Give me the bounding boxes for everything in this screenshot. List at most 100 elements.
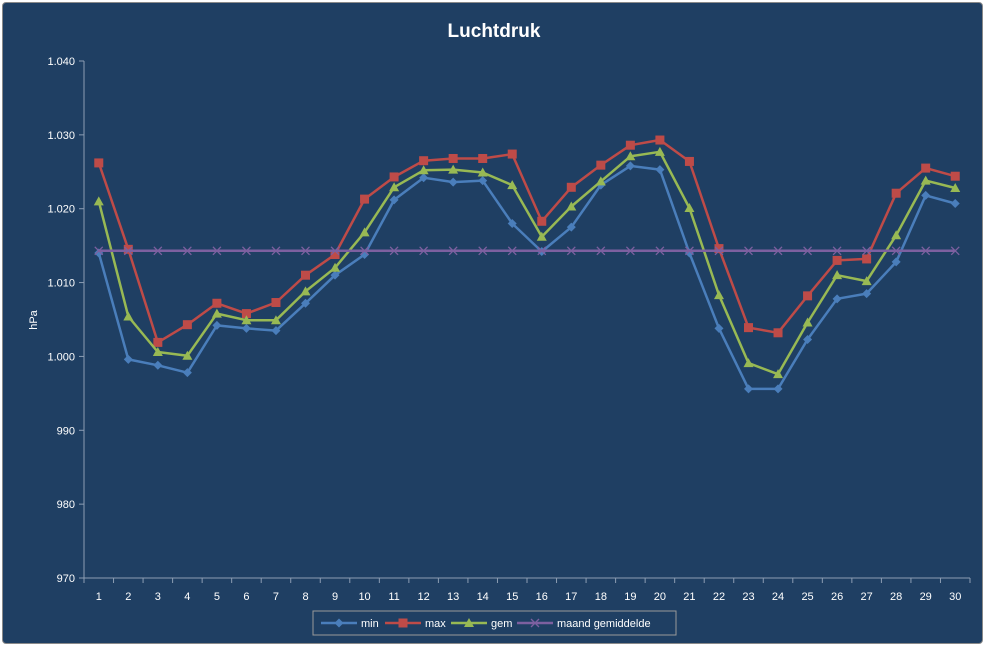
data-point [714,244,724,254]
data-point [625,151,636,161]
data-point [507,218,517,228]
data-point [537,216,547,226]
data-point [861,276,872,286]
x-tick-label: 26 [831,591,843,603]
series-line [97,138,956,344]
data-point [301,246,310,256]
legend-item: max [385,618,446,630]
data-point [950,183,961,193]
data-point [950,246,960,256]
data-point [655,246,665,256]
data-point [832,294,842,304]
data-point [270,315,281,325]
legend-item: min [321,618,379,630]
data-point [241,309,251,319]
x-tick-label: 3 [155,591,161,603]
data-point [93,196,104,206]
x-tick-label: 21 [683,591,695,603]
x-tick-label: 25 [801,591,813,603]
data-point [271,298,281,308]
data-point [94,246,104,256]
data-point [478,153,488,163]
data-point [153,360,163,370]
chart-title: Luchtdruk [448,21,541,42]
x-tick-label: 6 [243,591,249,603]
data-point [300,286,311,296]
series-gem [93,146,961,379]
legend-label: maand gemiddelde [557,618,651,630]
y-tick-label: 990 [57,425,75,437]
data-point [507,149,517,159]
data-point [566,246,576,256]
data-point [418,165,429,175]
data-point [301,298,310,308]
data-point [330,262,341,272]
data-point [921,190,931,200]
data-point [654,146,665,156]
data-point [389,246,399,256]
data-point [566,182,576,192]
x-tick-label: 23 [742,591,754,603]
data-point [448,246,458,256]
data-point [655,165,665,175]
data-point [950,171,960,181]
data-point [301,270,310,280]
data-point [182,368,192,378]
data-point [803,246,813,256]
x-tick-label: 12 [418,591,430,603]
data-point [507,180,518,190]
data-point [773,384,783,394]
x-tick-label: 15 [506,591,518,603]
data-point [596,246,606,256]
y-tick-label: 1.040 [47,56,75,68]
x-tick-label: 13 [447,591,459,603]
x-tick-label: 28 [890,591,902,603]
x-tick-label: 5 [214,591,220,603]
data-point [478,176,488,186]
x-tick-label: 24 [772,591,784,603]
data-point [241,323,251,333]
data-point [595,176,606,186]
data-point [921,163,931,173]
series-line [97,164,956,391]
data-point [241,315,252,325]
data-point [330,250,340,260]
data-point [684,156,694,166]
x-tick-label: 17 [565,591,577,603]
legend-item: gem [451,618,512,630]
data-point [330,246,340,256]
data-point [271,326,281,336]
x-tick-label: 29 [920,591,932,603]
data-point [536,231,547,241]
data-point [566,222,576,232]
data-point [448,153,458,163]
data-point [891,257,901,267]
legend-marker [464,618,474,627]
data-point [507,246,517,256]
data-point [359,227,370,237]
x-tick-label: 14 [477,591,489,603]
data-point [802,317,813,327]
data-point [330,270,340,280]
legend-marker [398,618,408,628]
legend-marker [334,618,344,628]
data-point [123,311,134,321]
data-point [862,254,872,264]
data-point [744,384,753,394]
data-point [684,202,695,212]
data-point [773,246,783,256]
data-point [123,246,133,256]
data-point [891,246,901,256]
data-point [714,323,724,333]
data-point [389,182,400,192]
data-point [419,173,429,183]
legend-item: maand gemiddelde [517,618,651,630]
data-point [743,358,754,368]
data-point [862,246,872,256]
data-point [241,246,251,256]
legend: min max gem maand gemiddelde [312,610,677,636]
y-tick-label: 970 [57,573,75,585]
y-tick-label: 1.020 [47,204,75,216]
x-ticks: 1 2 3 4 5 6 7 8 9 10 11 12 13 14 15 16 17 18 19 20 21 22 23 24 2… [83,578,971,603]
